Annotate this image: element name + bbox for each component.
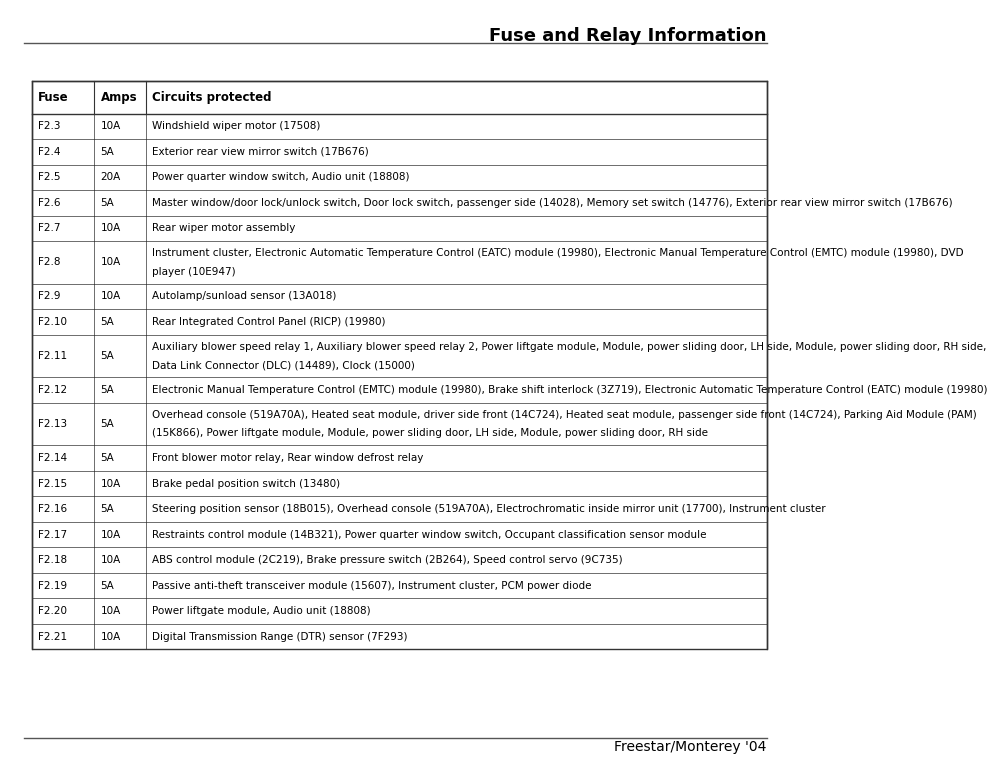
Text: F2.18: F2.18 — [38, 555, 67, 565]
Text: Rear wiper motor assembly: Rear wiper motor assembly — [152, 223, 295, 233]
Text: 5A: 5A — [100, 504, 114, 514]
Text: F2.15: F2.15 — [38, 478, 67, 489]
Text: (15K866), Power liftgate module, Module, power sliding door, LH side, Module, po: (15K866), Power liftgate module, Module,… — [152, 428, 708, 438]
Text: F2.13: F2.13 — [38, 419, 67, 429]
Text: Auxiliary blower speed relay 1, Auxiliary blower speed relay 2, Power liftgate m: Auxiliary blower speed relay 1, Auxiliar… — [152, 342, 986, 352]
Text: 5A: 5A — [100, 419, 114, 429]
Text: 10A: 10A — [100, 555, 121, 565]
Text: Rear Integrated Control Panel (RICP) (19980): Rear Integrated Control Panel (RICP) (19… — [152, 317, 385, 327]
Text: F2.14: F2.14 — [38, 453, 67, 463]
Text: F2.4: F2.4 — [38, 147, 60, 157]
Text: Circuits protected: Circuits protected — [152, 91, 271, 104]
Text: 10A: 10A — [100, 223, 121, 233]
Text: player (10E947): player (10E947) — [152, 267, 236, 277]
Text: 5A: 5A — [100, 147, 114, 157]
Text: F2.16: F2.16 — [38, 504, 67, 514]
Text: Passive anti-theft transceiver module (15607), Instrument cluster, PCM power dio: Passive anti-theft transceiver module (1… — [152, 581, 591, 591]
Text: Data Link Connector (DLC) (14489), Clock (15000): Data Link Connector (DLC) (14489), Clock… — [152, 360, 415, 370]
Text: Digital Transmission Range (DTR) sensor (7F293): Digital Transmission Range (DTR) sensor … — [152, 632, 407, 642]
Text: Instrument cluster, Electronic Automatic Temperature Control (EATC) module (1998: Instrument cluster, Electronic Automatic… — [152, 248, 964, 258]
Bar — [32, 81, 767, 649]
Text: F2.20: F2.20 — [38, 606, 67, 616]
Text: Exterior rear view mirror switch (17B676): Exterior rear view mirror switch (17B676… — [152, 147, 369, 157]
Text: F2.10: F2.10 — [38, 317, 67, 327]
Text: 10A: 10A — [100, 257, 121, 267]
Text: ABS control module (2C219), Brake pressure switch (2B264), Speed control servo (: ABS control module (2C219), Brake pressu… — [152, 555, 623, 565]
Text: F2.6: F2.6 — [38, 198, 60, 208]
Text: 5A: 5A — [100, 385, 114, 395]
Text: Amps: Amps — [100, 91, 137, 104]
Text: 5A: 5A — [100, 581, 114, 591]
Text: Power quarter window switch, Audio unit (18808): Power quarter window switch, Audio unit … — [152, 172, 409, 182]
Text: 10A: 10A — [100, 291, 121, 301]
Text: 10A: 10A — [100, 530, 121, 540]
Text: 5A: 5A — [100, 453, 114, 463]
Text: Brake pedal position switch (13480): Brake pedal position switch (13480) — [152, 478, 340, 489]
Text: Restraints control module (14B321), Power quarter window switch, Occupant classi: Restraints control module (14B321), Powe… — [152, 530, 706, 540]
Text: F2.7: F2.7 — [38, 223, 60, 233]
Text: Power liftgate module, Audio unit (18808): Power liftgate module, Audio unit (18808… — [152, 606, 371, 616]
Text: F2.21: F2.21 — [38, 632, 67, 642]
Text: Fuse and Relay Information: Fuse and Relay Information — [489, 27, 767, 45]
Text: F2.19: F2.19 — [38, 581, 67, 591]
Text: F2.5: F2.5 — [38, 172, 60, 182]
Text: 10A: 10A — [100, 121, 121, 131]
Text: Autolamp/sunload sensor (13A018): Autolamp/sunload sensor (13A018) — [152, 291, 336, 301]
Text: 5A: 5A — [100, 317, 114, 327]
Text: Windshield wiper motor (17508): Windshield wiper motor (17508) — [152, 121, 320, 131]
Text: F2.17: F2.17 — [38, 530, 67, 540]
Text: F2.12: F2.12 — [38, 385, 67, 395]
Text: Overhead console (519A70A), Heated seat module, driver side front (14C724), Heat: Overhead console (519A70A), Heated seat … — [152, 410, 977, 420]
Text: Freestar/Monterey '04: Freestar/Monterey '04 — [614, 740, 767, 754]
Text: F2.3: F2.3 — [38, 121, 60, 131]
Text: Master window/door lock/unlock switch, Door lock switch, passenger side (14028),: Master window/door lock/unlock switch, D… — [152, 198, 953, 208]
Text: 5A: 5A — [100, 198, 114, 208]
Text: F2.8: F2.8 — [38, 257, 60, 267]
Text: 5A: 5A — [100, 351, 114, 361]
Text: Electronic Manual Temperature Control (EMTC) module (19980), Brake shift interlo: Electronic Manual Temperature Control (E… — [152, 385, 987, 395]
Text: F2.11: F2.11 — [38, 351, 67, 361]
Text: F2.9: F2.9 — [38, 291, 60, 301]
Text: Steering position sensor (18B015), Overhead console (519A70A), Electrochromatic : Steering position sensor (18B015), Overh… — [152, 504, 826, 514]
Text: 10A: 10A — [100, 632, 121, 642]
Text: Fuse: Fuse — [38, 91, 69, 104]
Text: 10A: 10A — [100, 478, 121, 489]
Text: 10A: 10A — [100, 606, 121, 616]
Text: 20A: 20A — [100, 172, 121, 182]
Text: Front blower motor relay, Rear window defrost relay: Front blower motor relay, Rear window de… — [152, 453, 423, 463]
